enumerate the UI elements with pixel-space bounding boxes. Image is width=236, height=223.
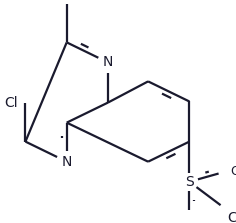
Text: O: O bbox=[231, 165, 236, 178]
Text: N: N bbox=[103, 56, 113, 69]
Text: Cl: Cl bbox=[4, 96, 18, 109]
Text: N: N bbox=[62, 155, 72, 169]
Text: Cl: Cl bbox=[227, 211, 236, 223]
Text: S: S bbox=[185, 175, 194, 189]
